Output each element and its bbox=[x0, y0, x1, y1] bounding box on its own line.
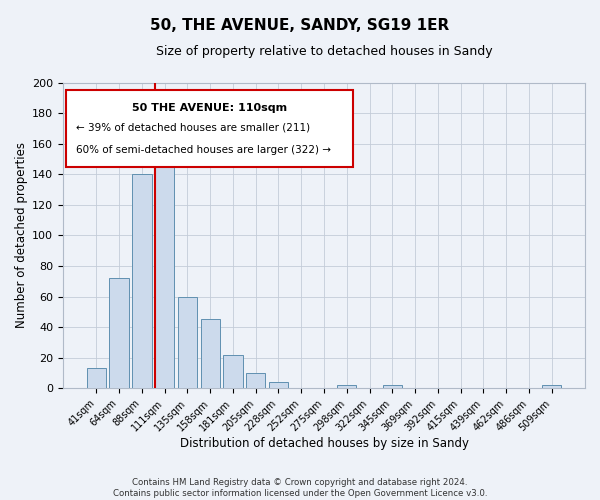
Bar bbox=[155, 133, 175, 388]
Bar bbox=[178, 296, 197, 388]
Bar bbox=[337, 385, 356, 388]
Text: 50 THE AVENUE: 110sqm: 50 THE AVENUE: 110sqm bbox=[131, 102, 287, 113]
Text: 50, THE AVENUE, SANDY, SG19 1ER: 50, THE AVENUE, SANDY, SG19 1ER bbox=[151, 18, 449, 32]
FancyBboxPatch shape bbox=[65, 90, 353, 166]
Bar bbox=[246, 373, 265, 388]
Bar bbox=[383, 385, 402, 388]
Title: Size of property relative to detached houses in Sandy: Size of property relative to detached ho… bbox=[155, 45, 493, 58]
Bar bbox=[223, 354, 242, 388]
Bar bbox=[87, 368, 106, 388]
Text: 60% of semi-detached houses are larger (322) →: 60% of semi-detached houses are larger (… bbox=[76, 146, 331, 156]
Bar bbox=[200, 320, 220, 388]
Bar bbox=[109, 278, 129, 388]
Text: Contains HM Land Registry data © Crown copyright and database right 2024.
Contai: Contains HM Land Registry data © Crown c… bbox=[113, 478, 487, 498]
X-axis label: Distribution of detached houses by size in Sandy: Distribution of detached houses by size … bbox=[179, 437, 469, 450]
Text: ← 39% of detached houses are smaller (211): ← 39% of detached houses are smaller (21… bbox=[76, 122, 310, 132]
Bar bbox=[132, 174, 152, 388]
Bar bbox=[269, 382, 288, 388]
Y-axis label: Number of detached properties: Number of detached properties bbox=[15, 142, 28, 328]
Bar bbox=[542, 385, 561, 388]
